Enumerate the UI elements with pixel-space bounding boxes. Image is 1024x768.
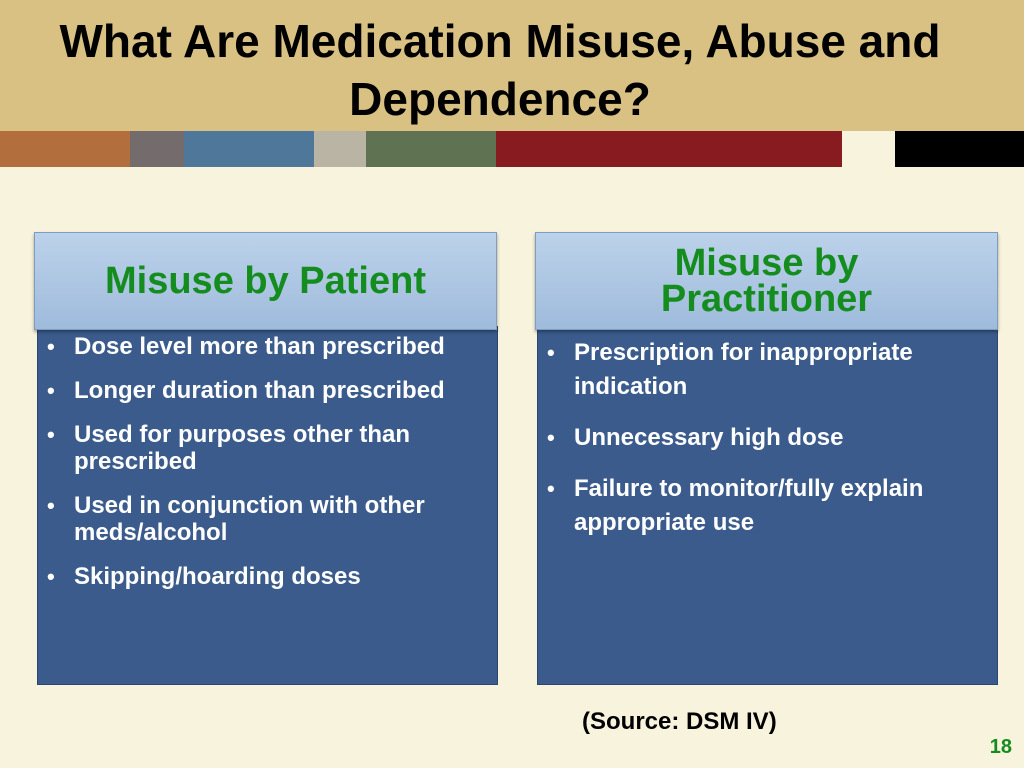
bullet-icon: • — [547, 340, 555, 365]
stripe-segment — [314, 131, 366, 167]
patient-misuse-list: • Dose level more than prescribed • Longer … — [37, 333, 487, 607]
stripe-segment — [842, 131, 895, 167]
bullet-text: Dose level more than prescribed — [74, 333, 445, 360]
bullet-item: • Used for purposes other than prescribed — [37, 421, 487, 475]
bullet-icon: • — [47, 493, 55, 518]
slide-title: What Are Medication Misuse, Abuse and De… — [59, 15, 941, 125]
bullet-item: • Used in conjunction with other meds/alc… — [37, 492, 487, 546]
bullet-icon: • — [547, 425, 555, 450]
bullet-text: Longer duration than prescribed — [74, 377, 445, 404]
bullet-icon: • — [47, 422, 55, 447]
source-citation: (Source: DSM IV) — [582, 708, 777, 735]
bullet-icon: • — [47, 378, 55, 403]
bullet-text: Prescription for inappropriate indicatio… — [574, 339, 913, 400]
bullet-item: • Prescription for inappropriate indicati… — [537, 336, 993, 404]
bullet-item: • Failure to monitor/fully explain approp… — [537, 472, 993, 540]
practitioner-panel-header: Misuse by Practitioner — [535, 232, 998, 330]
bullet-icon: • — [47, 334, 55, 359]
patient-panel-header: Misuse by Patient — [34, 232, 497, 330]
bullet-item: • Longer duration than prescribed — [37, 377, 487, 404]
stripe-segment — [184, 131, 314, 167]
practitioner-panel-body — [537, 326, 998, 685]
stripe-segment — [130, 131, 184, 167]
bullet-item: • Skipping/hoarding doses — [37, 563, 487, 590]
stripe-segment — [895, 131, 1024, 167]
stripe-segment — [0, 131, 130, 167]
bullet-icon: • — [47, 564, 55, 589]
practitioner-panel-heading: Misuse by Practitioner — [660, 242, 873, 320]
stripe-segment — [496, 131, 842, 167]
patient-panel-body — [37, 326, 498, 685]
bullet-text: Unnecessary high dose — [574, 424, 844, 451]
bullet-icon: • — [547, 476, 555, 501]
title-band — [0, 0, 1024, 131]
bullet-text: Used in conjunction with other meds/alco… — [74, 492, 425, 546]
bullet-item: • Dose level more than prescribed — [37, 333, 487, 360]
page-number: 18 — [989, 736, 1012, 758]
bullet-item: • Unnecessary high dose — [537, 421, 993, 455]
bullet-text: Failure to monitor/fully explain appropr… — [574, 475, 924, 536]
bullet-text: Skipping/hoarding doses — [74, 563, 361, 590]
bullet-text: Used for purposes other than prescribed — [74, 421, 411, 475]
practitioner-misuse-list: • Prescription for inappropriate indicati… — [537, 336, 993, 557]
patient-panel-heading: Misuse by Patient — [105, 260, 426, 302]
stripe-segment — [366, 131, 496, 167]
